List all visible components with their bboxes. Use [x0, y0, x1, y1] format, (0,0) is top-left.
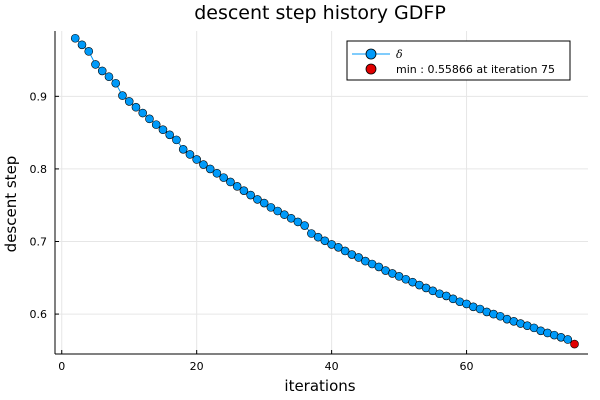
data-point: [226, 177, 235, 187]
data-point: [300, 221, 309, 230]
data-point: [111, 78, 121, 88]
data-point: [232, 182, 242, 191]
x-tick-label: 0: [58, 360, 65, 373]
data-point: [124, 97, 134, 106]
data-point: [145, 114, 154, 124]
data-point: [266, 203, 276, 212]
data-point: [84, 47, 94, 56]
line-layer: [74, 37, 568, 340]
data-point: [340, 246, 350, 256]
data-point: [563, 335, 573, 344]
label-layer: 0 20 40 60 0.6 0.7 0.8 0.9: [30, 90, 474, 373]
y-tick-label: 0.7: [30, 235, 48, 248]
data-point: [307, 229, 316, 238]
data-point: [185, 150, 195, 159]
data-point: [131, 102, 141, 112]
data-point: [334, 243, 343, 252]
legend: δ min : 0.55866 at iteration 75: [346, 40, 571, 81]
data-point: [138, 108, 148, 118]
data-point: [172, 135, 181, 145]
data-point: [246, 190, 255, 200]
data-point: [205, 164, 215, 174]
data-point: [151, 120, 161, 129]
y-axis-title: descent step: [2, 156, 20, 253]
data-point: [313, 232, 323, 242]
data-point: [259, 198, 269, 208]
min-point: [570, 339, 579, 349]
data-point: [212, 168, 222, 178]
data-point: [199, 160, 208, 169]
data-point: [286, 213, 296, 223]
data-point: [70, 33, 80, 43]
data-point: [219, 173, 228, 182]
y-tick-label: 0.6: [30, 308, 48, 321]
legend-delta-label: δ: [396, 48, 403, 61]
x-tick-label: 60: [460, 360, 474, 373]
data-point: [273, 206, 282, 216]
data-point: [178, 145, 188, 154]
data-point: [239, 186, 249, 195]
data-point: [91, 60, 100, 69]
legend-delta-marker: [365, 48, 377, 60]
data-point: [374, 262, 384, 272]
x-tick-label: 20: [190, 360, 204, 373]
y-tick-label: 0.9: [30, 90, 48, 103]
point-layer: [70, 33, 579, 349]
data-point: [158, 125, 168, 135]
data-point: [118, 91, 127, 100]
data-point: [293, 217, 303, 227]
data-point: [97, 66, 107, 76]
data-point: [77, 40, 87, 50]
data-point: [354, 253, 363, 262]
legend-box: [346, 40, 571, 81]
data-point: [165, 130, 174, 140]
data-point: [253, 195, 262, 204]
data-point: [192, 155, 201, 164]
series-line: [74, 37, 568, 340]
data-point: [104, 72, 114, 82]
x-axis-title: iterations: [284, 377, 355, 395]
data-point: [320, 236, 330, 246]
chart-title: descent step history GDFP: [194, 2, 446, 24]
legend-min-label: min : 0.55866 at iteration 75: [396, 63, 555, 76]
axis-layer: [54, 31, 588, 355]
legend-min-marker: [365, 63, 377, 75]
y-tick-label: 0.8: [30, 163, 48, 176]
x-tick-label: 40: [325, 360, 339, 373]
data-point: [280, 210, 289, 219]
